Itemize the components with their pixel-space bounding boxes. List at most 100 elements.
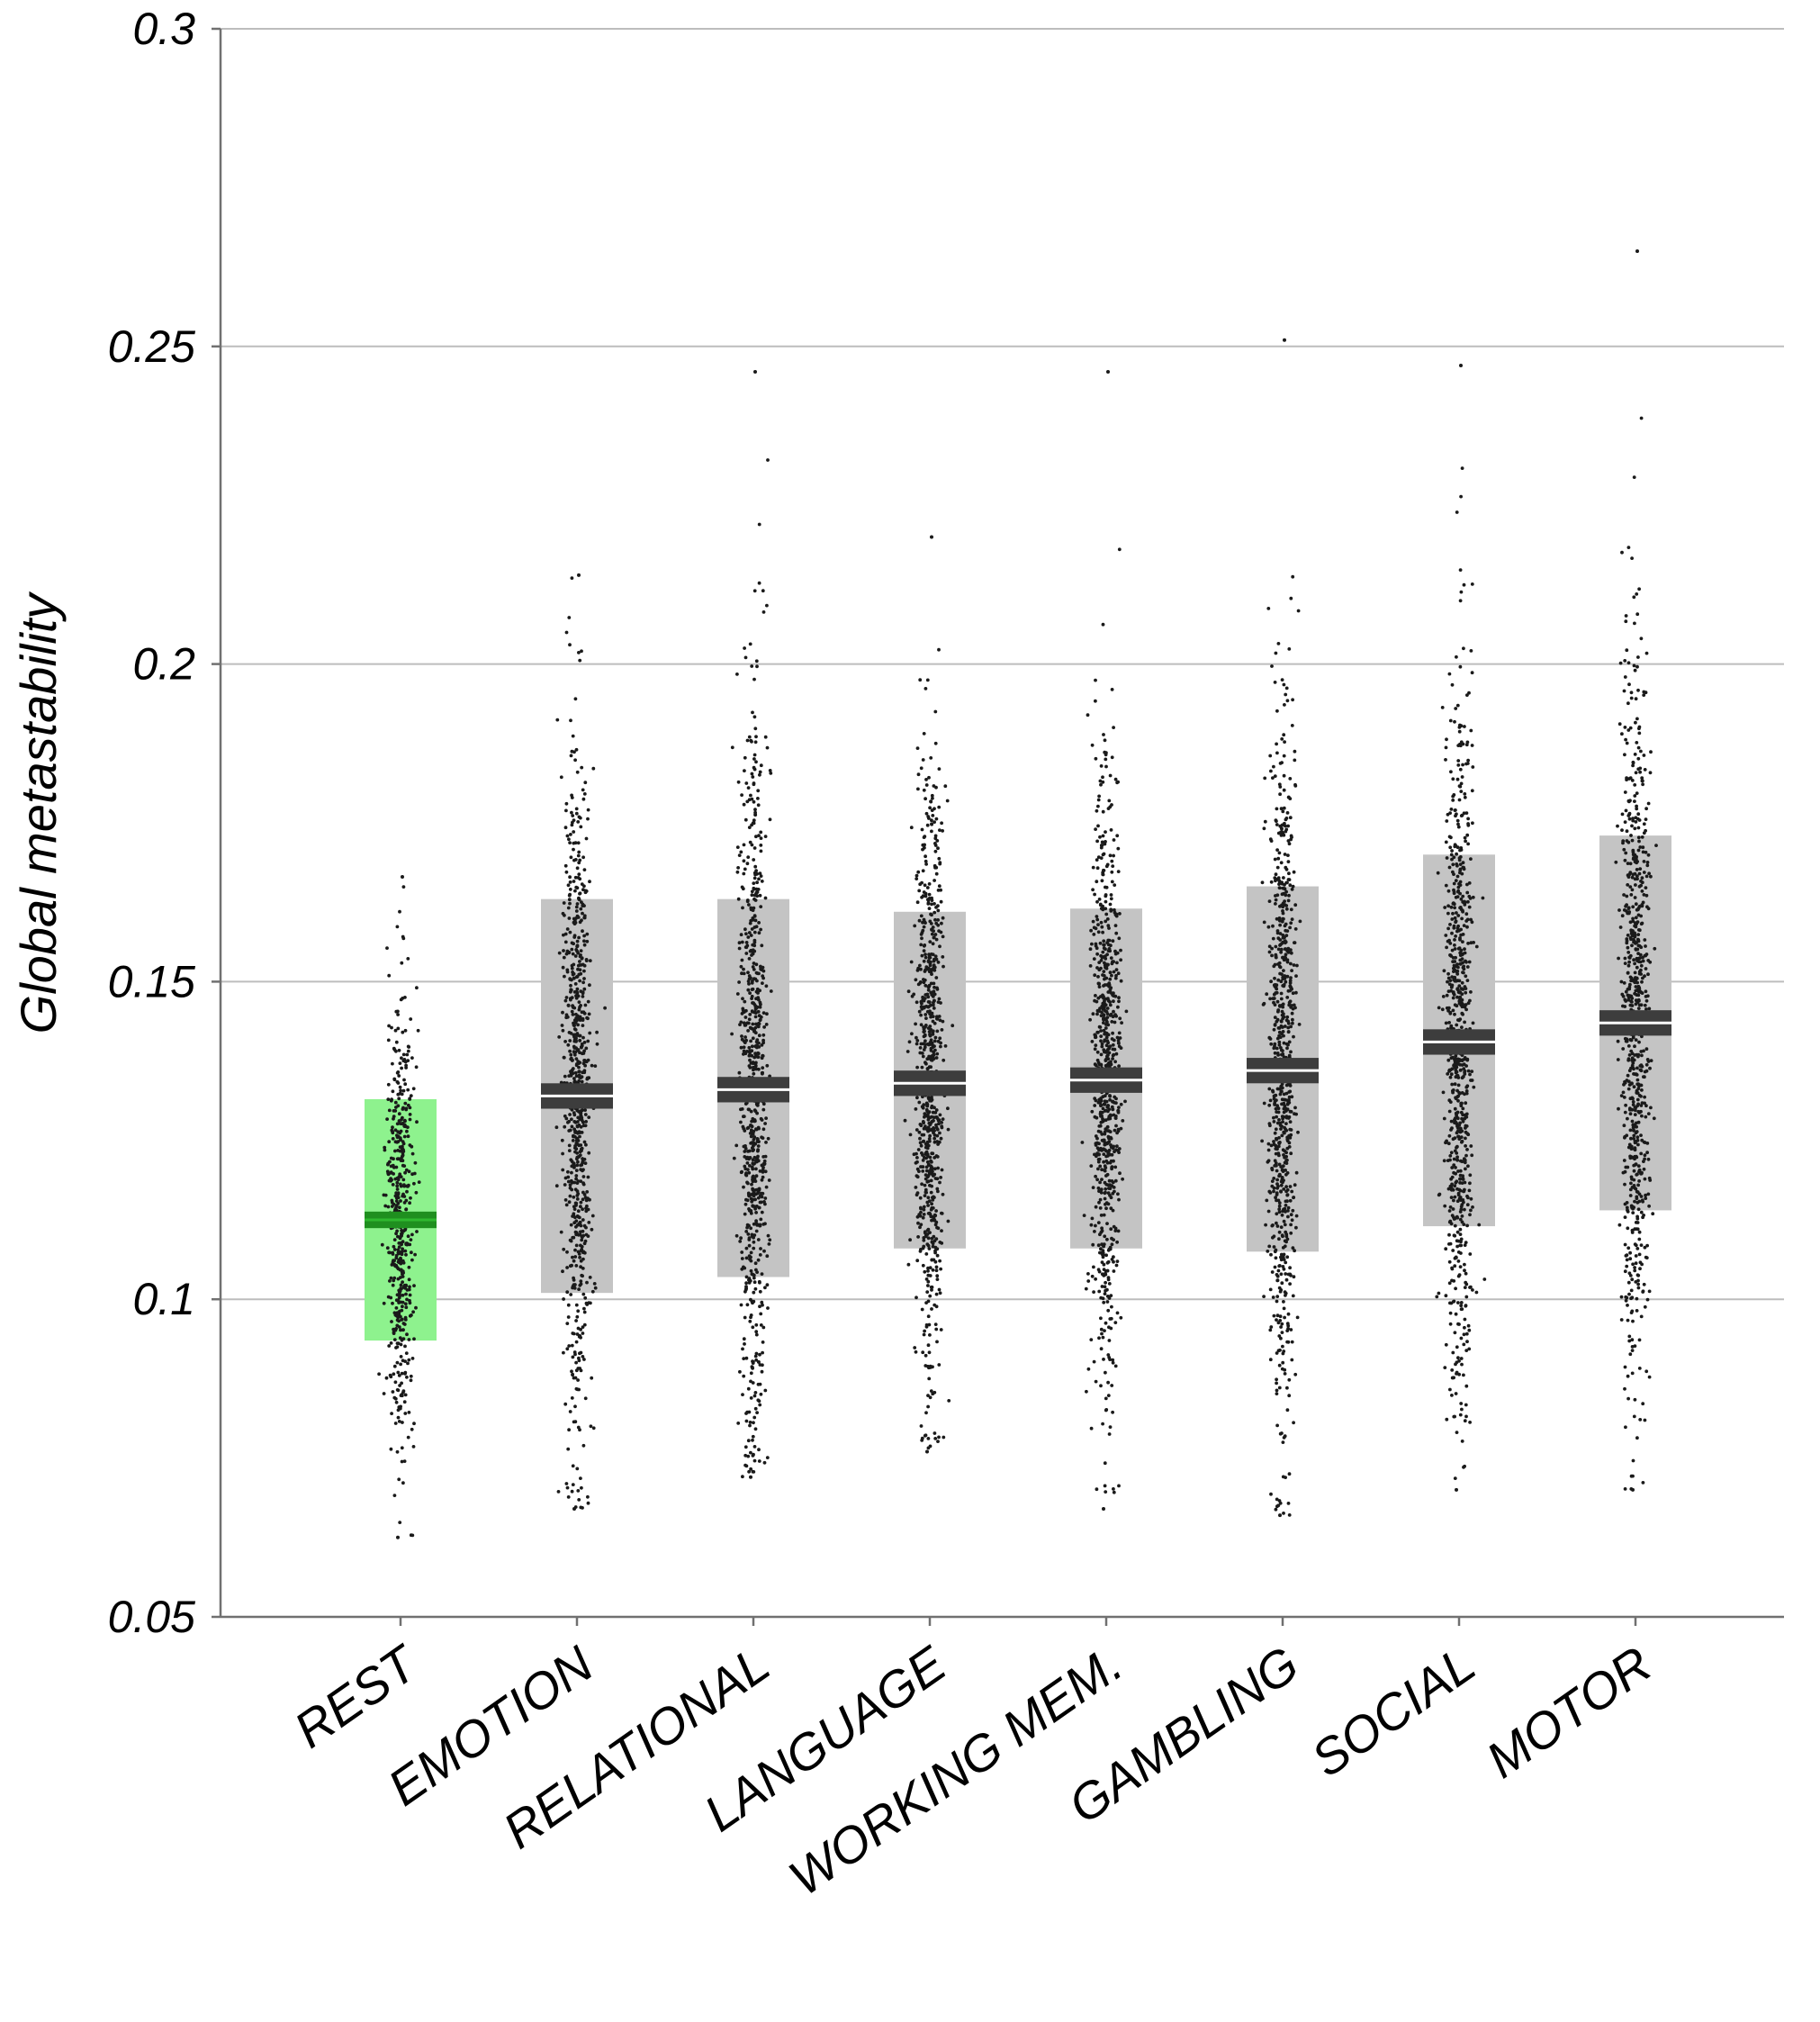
data-point [391,1183,395,1187]
data-point [561,1151,564,1156]
data-point [1113,1321,1118,1324]
data-point [1284,979,1288,984]
data-point [393,1149,397,1153]
data-point [377,1372,381,1377]
data-point [747,1243,752,1248]
data-point [577,1498,581,1502]
data-point [402,1459,407,1463]
data-point [1463,1262,1466,1267]
data-point [1118,912,1122,916]
data-point [1451,862,1455,867]
data-point [387,1108,392,1113]
data-point [752,1162,756,1166]
data-point [919,1424,924,1428]
data-point [1452,889,1456,894]
data-point [910,994,915,998]
data-point [1462,1223,1466,1226]
data-point [1275,987,1279,991]
data-point [761,1175,765,1179]
data-point [926,1266,930,1270]
data-point [576,853,581,858]
data-point [1282,682,1286,687]
data-point [1111,1180,1115,1185]
data-point [1117,999,1121,1004]
data-point [735,992,740,996]
data-point [1450,1126,1454,1130]
data-point [763,735,768,739]
data-point [928,1025,933,1028]
data-point [577,1065,581,1070]
data-point [1444,745,1448,750]
data-point [402,1078,406,1082]
data-point [926,1204,930,1207]
data-point [386,1171,391,1176]
data-point [918,1136,922,1141]
data-point [763,896,768,900]
data-point [742,871,746,876]
data-point [761,1325,766,1330]
data-point [1277,1210,1282,1214]
data-point [569,1293,573,1296]
data-point [1104,764,1108,769]
data-point [1275,999,1280,1004]
data-point [1281,1148,1285,1152]
data-point [765,1063,770,1068]
data-point [1093,1104,1097,1107]
data-point [1277,1264,1282,1268]
data-point [1283,740,1286,744]
data-point [1454,920,1457,925]
data-point [582,1069,587,1073]
data-point [747,735,752,739]
data-point [938,1180,942,1185]
data-point [578,1034,582,1038]
data-point [749,934,753,937]
data-point [1460,1116,1464,1121]
data-point [1282,1512,1285,1515]
data-point [1460,980,1464,985]
data-point [764,1141,768,1144]
data-point [758,770,762,774]
data-point [746,970,750,975]
data-point [1459,1402,1464,1405]
data-point [568,901,572,906]
data-point [1101,1003,1105,1007]
data-point [1469,649,1473,653]
data-point [762,1161,767,1166]
data-point [394,1306,399,1310]
data-point [1447,1209,1452,1213]
data-point [939,1328,943,1331]
data-point [1448,718,1453,723]
data-point [754,1358,759,1362]
data-point [1093,1097,1097,1101]
data-point [756,1051,760,1055]
data-point [1114,968,1119,971]
data-point [1285,1046,1289,1051]
data-point [1463,1286,1467,1289]
data-point [927,882,932,886]
data-point [748,1421,752,1424]
data-point [562,1297,565,1301]
data-point [924,965,929,970]
data-point [929,1003,933,1007]
data-point [1457,946,1462,951]
data-point [1280,1331,1284,1334]
data-point-min [572,1507,576,1512]
data-point [1277,1499,1282,1503]
data-point [929,981,933,986]
data-point [761,965,765,970]
data-point-min [749,1475,752,1479]
data-point [392,1331,396,1335]
data-point [573,1150,577,1154]
data-point [1465,965,1470,969]
data-point [587,1301,591,1304]
data-point [748,1066,752,1070]
data-point [931,1019,935,1024]
data-point [561,1028,565,1033]
data-point [1102,1160,1105,1164]
data-point [591,1426,596,1431]
data-point [924,1101,929,1106]
data-point [1447,1021,1451,1025]
data-point-min [925,1449,929,1454]
data-point [575,1467,580,1471]
data-point [568,643,572,647]
